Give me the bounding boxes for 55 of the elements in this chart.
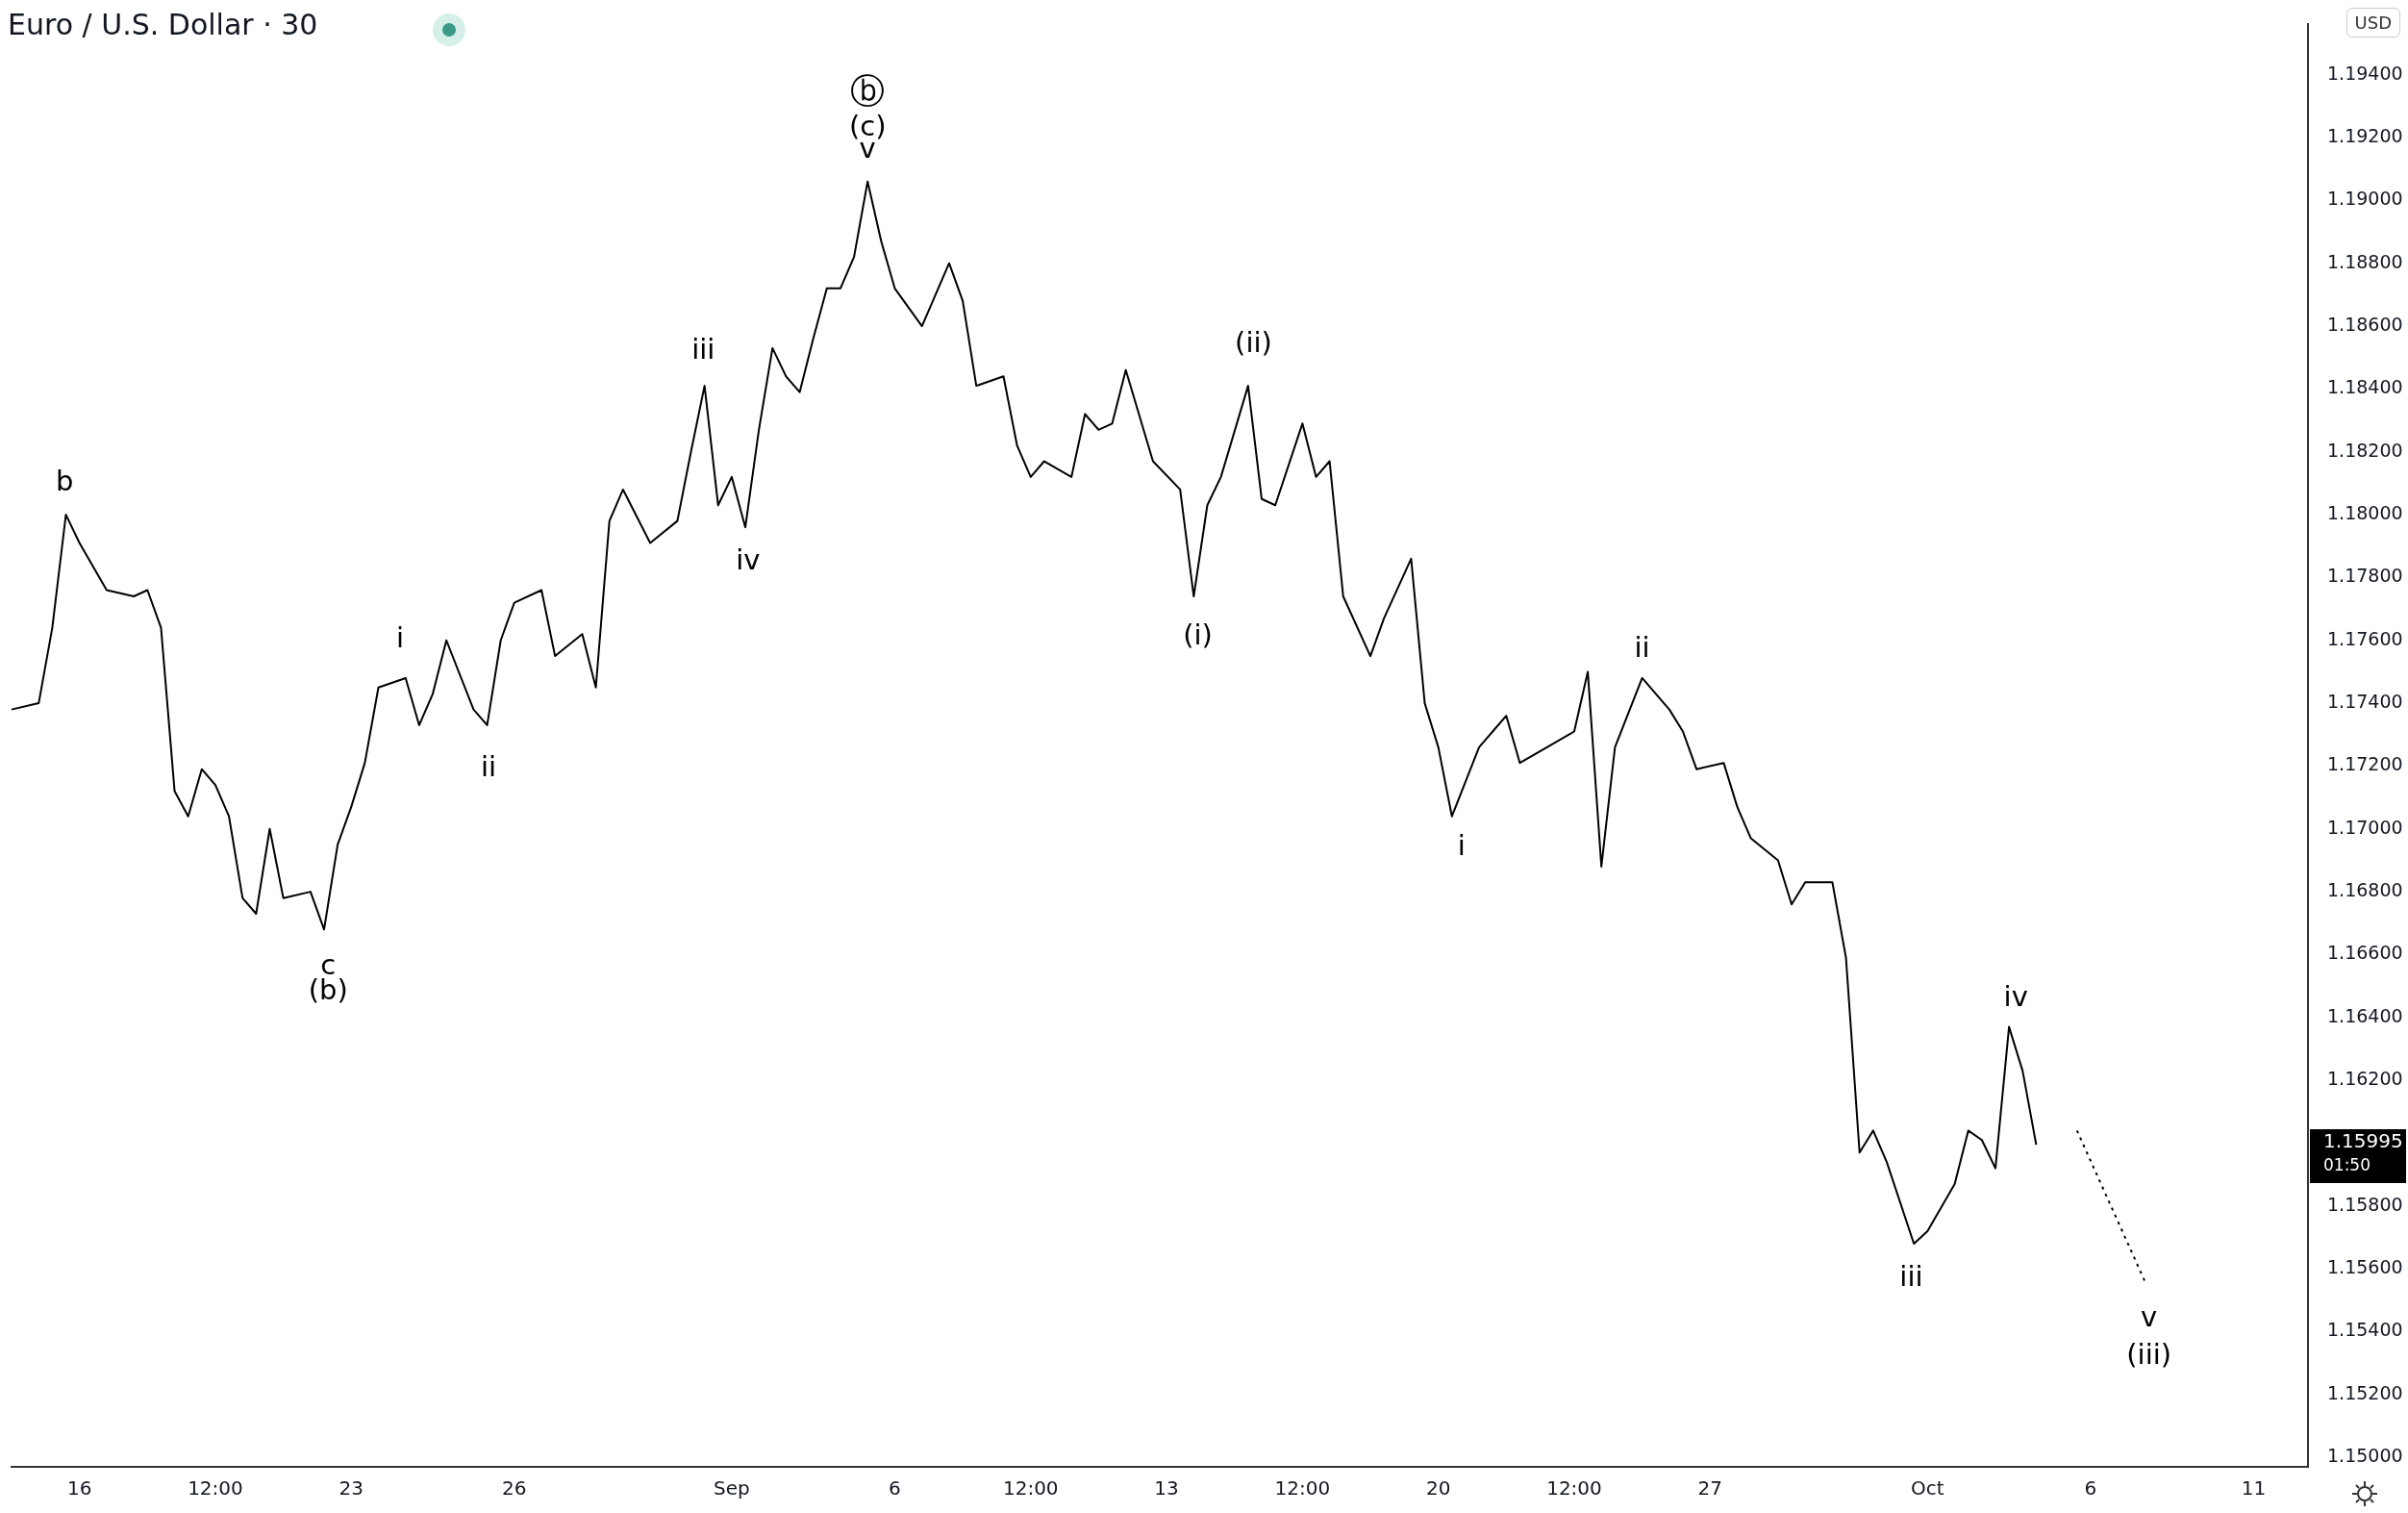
y-tick-label: 1.19400 [2327,62,2403,84]
annotation: ii [480,750,497,784]
y-tick-label: 1.15600 [2327,1256,2403,1278]
y-tick-label: 1.17600 [2327,627,2403,649]
chart-title: Euro / U.S. Dollar · 30 [8,8,318,41]
y-tick-label: 1.19000 [2327,188,2403,210]
y-tick-label: 1.15000 [2327,1445,2403,1467]
annotation: iii [1899,1259,1923,1293]
x-tick-label: 6 [2084,1476,2097,1500]
annotation: ⓑ [850,70,886,111]
annotation: iii [691,332,715,366]
y-tick-label: 1.18200 [2327,439,2403,461]
x-tick-label: 12:00 [188,1476,243,1500]
x-tick-label: 11 [2241,1476,2267,1500]
x-tick-label: 26 [502,1476,527,1500]
y-tick-label: 1.16800 [2327,879,2403,901]
x-tick-label: 6 [889,1476,901,1500]
y-tick-label: 1.17400 [2327,691,2403,713]
x-tick-label: Oct [1911,1476,1944,1500]
annotation: (iii) [2126,1338,2172,1372]
y-tick-label: 1.16600 [2327,942,2403,964]
x-tick-label: 16 [66,1476,92,1500]
y-tick-label: 1.16400 [2327,1004,2403,1026]
annotation: (ii) [1235,326,1272,360]
annotation: i [1457,828,1466,862]
y-tick-label: 1.17800 [2327,565,2403,587]
x-tick-label: 12:00 [1002,1476,1059,1500]
annotation: ii [1634,631,1650,665]
y-tick-label: 1.15800 [2327,1193,2403,1215]
y-tick-label: 1.19200 [2327,124,2403,146]
x-tick-label: 27 [1697,1476,1722,1500]
y-tick-label: 1.18600 [2327,313,2403,335]
x-tick-label: Sep [714,1476,750,1500]
y-tick-label: 1.17200 [2327,753,2403,775]
text: 1.15995 [2323,1129,2403,1153]
x-tick-label: 23 [339,1476,364,1500]
y-tick-label: 1.18800 [2327,250,2403,272]
y-tick-label: 1.18000 [2327,502,2403,524]
x-tick-label: 12:00 [1546,1476,1602,1500]
y-tick-label: 1.18400 [2327,376,2403,398]
annotation: i [396,621,405,655]
y-tick-label: 1.16200 [2327,1068,2403,1090]
y-tick-label: 1.15400 [2327,1319,2403,1341]
annotation: b [55,464,74,497]
y-tick-label: 1.15200 [2327,1381,2403,1403]
annotation: iv [736,542,761,576]
text: USD [2345,8,2400,38]
x-tick-label: 12:00 [1274,1476,1331,1500]
text: 01:50 [2323,1154,2370,1174]
x-tick-label: 20 [1425,1476,1451,1500]
y-tick-label: 1.17000 [2327,816,2403,838]
annotation: (i) [1183,618,1213,652]
annotation: v [2141,1299,2158,1333]
x-tick-label: 13 [1154,1476,1179,1500]
annotation: iv [2003,979,2028,1013]
